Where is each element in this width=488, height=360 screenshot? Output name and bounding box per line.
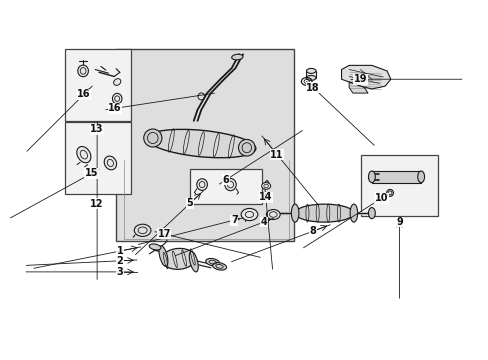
Text: 14: 14: [259, 192, 272, 202]
Ellipse shape: [306, 75, 315, 80]
Polygon shape: [341, 66, 390, 89]
Ellipse shape: [149, 244, 161, 250]
Text: 8: 8: [309, 226, 316, 236]
Text: 5: 5: [186, 198, 193, 208]
Text: 19: 19: [353, 74, 366, 84]
Ellipse shape: [238, 139, 255, 156]
Text: 10: 10: [374, 193, 387, 203]
Circle shape: [266, 210, 280, 220]
Text: 4: 4: [260, 217, 267, 227]
Ellipse shape: [78, 65, 88, 77]
Text: 18: 18: [305, 82, 319, 93]
Circle shape: [241, 208, 257, 221]
Ellipse shape: [196, 179, 207, 190]
Text: 7: 7: [230, 215, 237, 225]
Ellipse shape: [349, 204, 357, 222]
Ellipse shape: [306, 68, 315, 73]
Bar: [65, 122, 131, 194]
Circle shape: [261, 183, 270, 189]
Circle shape: [134, 224, 151, 237]
Ellipse shape: [231, 54, 243, 60]
Bar: [371, 171, 420, 183]
Ellipse shape: [159, 246, 167, 266]
Text: 13: 13: [90, 124, 103, 134]
Text: 17: 17: [157, 229, 171, 239]
Ellipse shape: [205, 258, 219, 266]
Ellipse shape: [212, 263, 226, 270]
Ellipse shape: [291, 204, 298, 222]
Text: 9: 9: [395, 217, 402, 227]
Bar: [189, 169, 262, 204]
Ellipse shape: [143, 129, 162, 147]
Bar: [360, 156, 437, 216]
Text: 16: 16: [77, 90, 90, 99]
Ellipse shape: [295, 204, 353, 222]
Ellipse shape: [224, 179, 236, 191]
Ellipse shape: [77, 147, 91, 163]
Ellipse shape: [368, 208, 374, 219]
Ellipse shape: [386, 189, 393, 196]
Text: 2: 2: [116, 256, 123, 266]
Polygon shape: [348, 82, 367, 93]
Text: 11: 11: [270, 150, 284, 159]
Ellipse shape: [104, 156, 116, 170]
Text: 3: 3: [116, 267, 123, 277]
Ellipse shape: [113, 78, 121, 85]
Ellipse shape: [112, 93, 122, 104]
Bar: [65, 49, 131, 121]
Ellipse shape: [368, 171, 374, 183]
Text: 1: 1: [116, 246, 123, 256]
Text: 12: 12: [90, 199, 103, 209]
Text: 6: 6: [222, 175, 229, 185]
Text: 15: 15: [84, 168, 98, 179]
Bar: [116, 49, 294, 242]
Ellipse shape: [146, 129, 255, 158]
Ellipse shape: [417, 171, 424, 183]
Ellipse shape: [162, 248, 195, 269]
Text: 16: 16: [108, 103, 122, 113]
Ellipse shape: [189, 251, 198, 272]
